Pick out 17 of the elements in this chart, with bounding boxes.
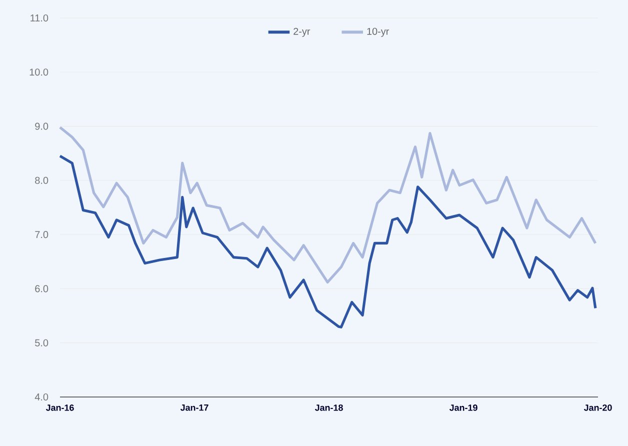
legend-label: 2-yr <box>294 28 310 37</box>
y-tick-label: 8.0 <box>35 176 48 184</box>
x-tick-label: Jan-18 <box>314 404 343 411</box>
x-tick-label: Jan-19 <box>449 404 478 411</box>
y-tick-label: 7.0 <box>35 231 48 238</box>
y-tick-label: 6.0 <box>35 285 48 292</box>
line-series <box>58 154 597 328</box>
line-series <box>58 126 597 284</box>
y-tick-label: 5.0 <box>35 339 48 346</box>
x-tick-label: Jan-20 <box>584 404 612 411</box>
y-tick-label: 11.0 <box>30 14 48 22</box>
x-tick-label: Jan-16 <box>46 404 74 411</box>
y-tick-label: 10.0 <box>30 68 48 76</box>
x-tick-label: Jan-17 <box>180 404 208 411</box>
legend-label: 10-yr <box>367 28 390 37</box>
y-tick-label: 4.0 <box>34 393 48 401</box>
y-tick-label: 9.0 <box>35 122 48 130</box>
